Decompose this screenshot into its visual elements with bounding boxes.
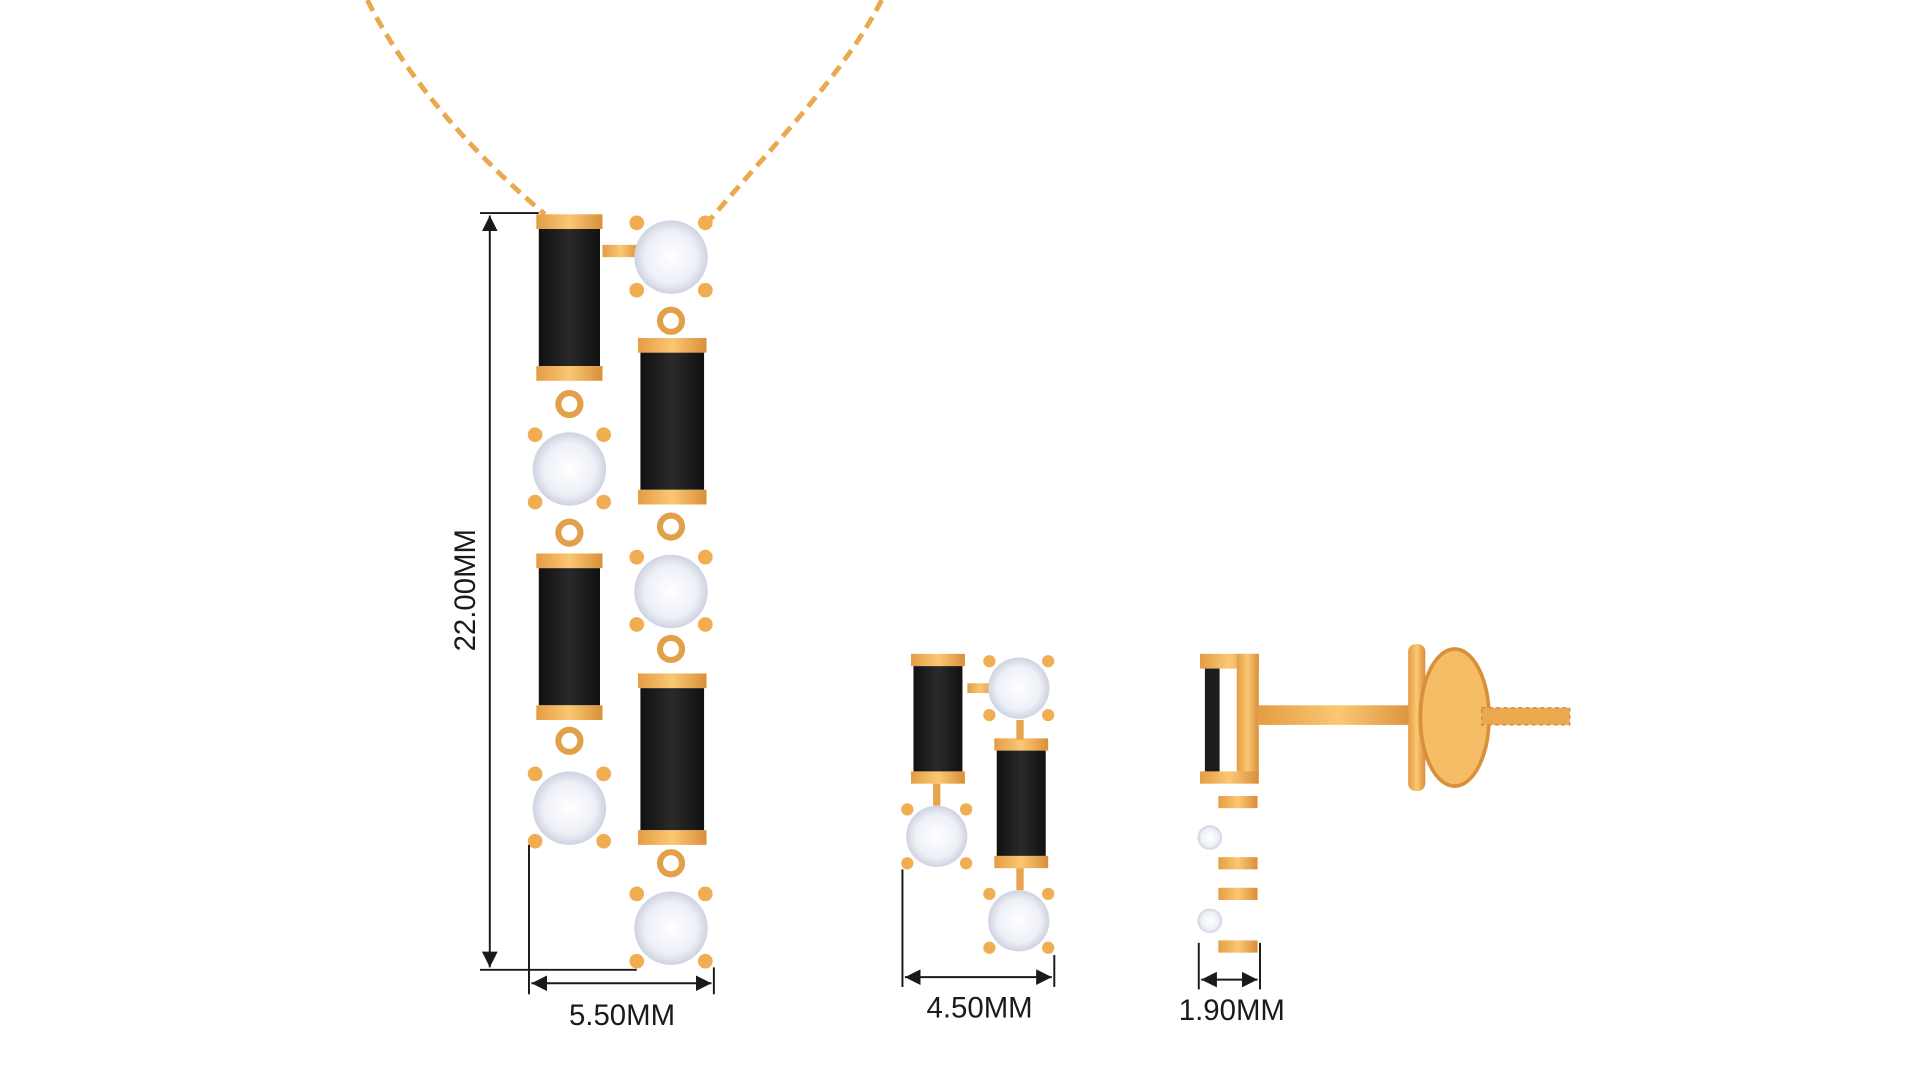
baguette-stone	[637, 673, 707, 845]
earring-width-label: 4.50MM	[927, 992, 1033, 1025]
pendant-height-label: 22.00MM	[449, 529, 482, 651]
baguette-stone	[536, 214, 603, 381]
earring-side	[1197, 644, 1571, 953]
necklace-chain	[365, 0, 884, 229]
earring-depth-label: 1.90MM	[1179, 994, 1285, 1027]
pendant-width-label: 5.50MM	[569, 999, 675, 1032]
round-diamonds	[532, 220, 708, 965]
baguette-stone	[637, 337, 707, 505]
earring-front	[901, 653, 1055, 954]
pendant	[527, 214, 713, 969]
dimension-lines	[480, 212, 1261, 995]
baguette-stone	[536, 553, 603, 720]
